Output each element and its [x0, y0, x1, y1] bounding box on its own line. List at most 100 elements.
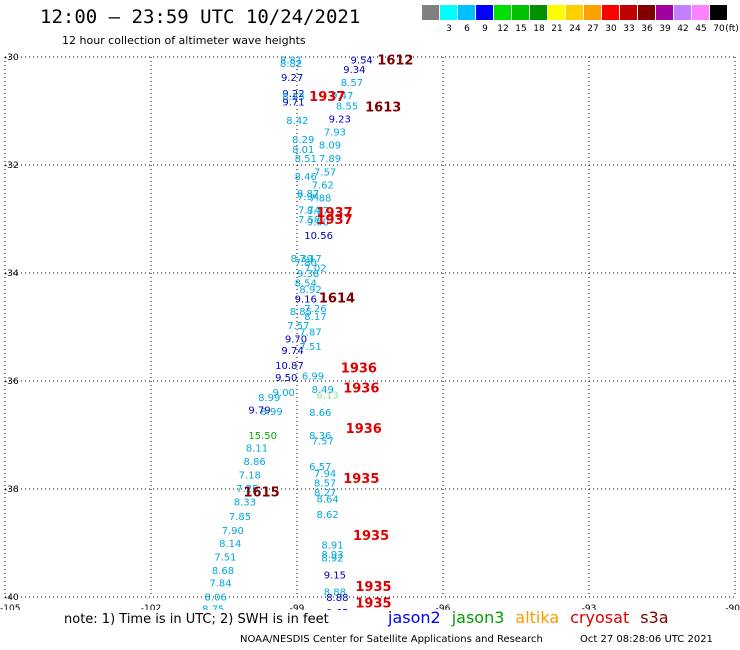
pass-number-label: 1935 [355, 596, 391, 610]
legend-swatch [422, 5, 439, 20]
legend-swatch [674, 5, 691, 20]
wave-height-value: 7.90 [222, 526, 244, 537]
page-subtitle: 12 hour collection of altimeter wave hei… [62, 34, 306, 47]
legend-swatch [656, 5, 673, 20]
wave-height-value: 8.57 [341, 78, 363, 89]
legend-label: 30 [605, 24, 617, 34]
wave-height-value: 8.85 [290, 307, 312, 318]
wave-height-value: 7.51 [214, 553, 236, 564]
wave-height-value: 8.06 [205, 592, 227, 603]
wave-height-value: 8.75 [202, 604, 224, 610]
legend-swatch [512, 5, 529, 20]
wave-height-value: 8.99 [261, 407, 283, 418]
wave-height-value: 9.15 [324, 570, 346, 581]
wave-height-value: 9.38 [297, 269, 319, 280]
legend-label: 9 [482, 24, 488, 34]
lon-tick-label: -105 [0, 604, 20, 610]
wave-height-value: 7.02 [304, 264, 326, 275]
wave-height-value: 8.81 [280, 56, 302, 67]
wave-height-value: 7.74 [298, 205, 320, 216]
lat-tick-label: -34 [4, 269, 19, 279]
wave-height-value: 7.85 [229, 512, 251, 523]
wave-height-value: 8.23 [282, 92, 304, 103]
satellite-name: s3a [640, 608, 669, 627]
lat-tick-label: -40 [4, 593, 19, 603]
wave-height-value: 7.26 [304, 304, 326, 315]
legend-label: 39 [659, 24, 671, 34]
legend-swatch [476, 5, 493, 20]
wave-height-value: 8.42 [286, 116, 308, 127]
wave-height-value: 8.01 [292, 145, 314, 156]
legend-label: 70 [713, 24, 725, 34]
legend-label: 12 [497, 24, 509, 34]
wave-height-value: 8.51 [295, 154, 317, 165]
footer-date: Oct 27 08:28:06 UTC 2021 [580, 634, 713, 645]
wave-height-value: 8.39 [291, 254, 313, 265]
wave-height-value: 8.11 [246, 443, 268, 454]
satellite-name: jason2 [388, 608, 441, 627]
pass-labels: 1612193716131937193716141936193619361935… [243, 54, 413, 610]
wave-height-value: 8.46 [295, 172, 317, 183]
wave-height-value: 10.56 [304, 231, 333, 242]
wave-height-value: 8.82 [280, 59, 302, 70]
pass-number-label: 1613 [365, 101, 401, 116]
wave-height-value: 8.17 [304, 312, 326, 323]
wave-height-value: 7.57 [314, 167, 336, 178]
legend-swatch [458, 5, 475, 20]
wave-height-value: 9.00 [307, 218, 329, 229]
pass-number-label: 1936 [341, 362, 377, 377]
lat-tick-label: -36 [4, 377, 19, 387]
legend-label: 24 [569, 24, 581, 34]
wave-height-value: 8.54 [295, 279, 317, 290]
wave-height-value: 7.51 [299, 342, 321, 353]
legend-unit: (ft) [725, 24, 739, 34]
wave-height-value: 7.18 [239, 470, 261, 481]
legend-label: 33 [623, 24, 635, 34]
lon-tick-label: -102 [141, 604, 161, 610]
legend-label: 27 [587, 24, 599, 34]
wave-height-value: 9.79 [248, 406, 270, 417]
wave-height-value: 8.36 [309, 431, 331, 442]
page-title: 12:00 – 23:59 UTC 10/24/2021 [40, 6, 361, 28]
wave-height-value: 8.88 [326, 593, 348, 604]
wave-height-value: 8.57 [314, 479, 336, 490]
wave-height-value: 9.50 [275, 373, 297, 384]
wave-height-value: 8.99 [258, 393, 280, 404]
wave-height-value: 7.58 [298, 215, 320, 226]
wave-height-value: 6.57 [309, 462, 331, 473]
pass-number-label: 1936 [346, 422, 382, 437]
wave-height-value: 8.92 [321, 554, 343, 565]
footer-note: note: 1) Time is in UTC; 2) SWH is in fe… [64, 612, 329, 627]
satellite-name: cryosat [570, 608, 630, 627]
legend-swatch [692, 5, 709, 20]
wave-height-value: 9.34 [343, 65, 365, 76]
legend-swatch [620, 5, 637, 20]
pass-number-label: 1937 [316, 206, 352, 221]
wave-height-value: 15.50 [248, 431, 277, 442]
wave-height-value: 8.14 [219, 539, 241, 550]
lon-tick-label: -93 [582, 604, 597, 610]
wave-height-value: 10.87 [275, 361, 304, 372]
lon-tick-label: -90 [725, 604, 740, 610]
lon-tick-label: -96 [436, 604, 451, 610]
legend-swatch [566, 5, 583, 20]
wave-height-value: 7.57 [287, 321, 309, 332]
wave-height-value: 7.94 [297, 192, 319, 203]
legend-label: 21 [551, 24, 563, 34]
pass-number-label: 1935 [353, 529, 389, 544]
legend-swatch [440, 5, 457, 20]
wave-height-value: 8.91 [321, 541, 343, 552]
pass-number-label: 1937 [316, 213, 352, 228]
lon-tick-label: -99 [290, 604, 305, 610]
axis-tick-labels: -105 -102 -99 -96 -93 -90 -30 -32 -34 -36 -38 -40 [0, 53, 740, 610]
wave-height-value: 9.54 [351, 56, 373, 67]
wave-height-value: 6.99 [302, 372, 324, 383]
map-grid [4, 56, 736, 598]
wave-height-value: 7.84 [209, 578, 231, 589]
wave-height-value: 9.65 [326, 608, 348, 610]
wave-height-value: 9.16 [295, 294, 317, 305]
wave-height-value: 7.94 [314, 469, 336, 480]
wave-height-value: 8.92 [299, 285, 321, 296]
satellite-name: altika [515, 608, 560, 627]
wave-height-value: 8.64 [316, 495, 338, 506]
